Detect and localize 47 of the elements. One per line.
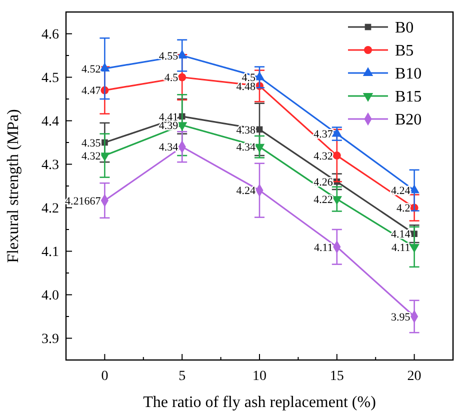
y-axis-title: Flexural strength (MPa) — [5, 109, 22, 263]
data-label: 4.34 — [158, 142, 179, 154]
y-tick-label: 4.1 — [42, 245, 59, 260]
y-tick-label: 4.3 — [42, 158, 59, 174]
point — [100, 152, 110, 162]
data-label: 4.35 — [81, 137, 102, 150]
y-tick-label: 4.6 — [42, 28, 59, 43]
point — [409, 244, 420, 253]
point — [256, 126, 263, 133]
y-tick-label: 4.5 — [42, 71, 59, 86]
data-label: 3.95 — [391, 311, 411, 324]
x-tick-label: 5 — [178, 369, 186, 384]
data-label: 4.24 — [391, 185, 411, 198]
point — [178, 73, 186, 82]
data-label: 4.34 — [236, 142, 256, 154]
data-label: 4.11 — [314, 242, 333, 254]
data-label: 4.24 — [236, 185, 256, 198]
x-tick-label: 0 — [101, 369, 108, 384]
data-label: 4.2 — [396, 202, 410, 215]
y-tick-label: 4.4 — [42, 114, 59, 130]
x-tick-label: 15 — [330, 369, 344, 384]
point — [332, 196, 342, 205]
point — [332, 152, 341, 160]
data-label: 4.32 — [314, 150, 333, 162]
legend-label: B15 — [395, 88, 422, 106]
x-axis-title: The ratio of fly ash replacement (%) — [143, 394, 376, 411]
legend-label: B5 — [395, 42, 414, 60]
point — [332, 128, 342, 137]
data-label: 4.37 — [314, 128, 334, 141]
legend-label: B0 — [395, 20, 414, 37]
y-tick-label: 4.2 — [42, 202, 59, 217]
data-label: 4.47 — [81, 85, 102, 98]
data-label: 4.11 — [391, 242, 410, 254]
data-label: 4.38 — [236, 124, 256, 136]
data-label: 4.52 — [81, 63, 101, 76]
data-label: 4.26 — [314, 176, 334, 188]
legend-label: B20 — [395, 112, 422, 129]
legend-label: B10 — [395, 66, 422, 83]
point — [177, 50, 188, 58]
x-tick-label: 20 — [407, 369, 422, 384]
point — [100, 62, 110, 72]
y-tick-label: 4.0 — [42, 288, 59, 304]
data-label: 4.32 — [81, 150, 101, 162]
data-label: 4.22 — [314, 194, 333, 206]
y-tick-label: 3.9 — [42, 332, 59, 348]
data-label: 4.39 — [158, 120, 179, 132]
x-tick-label: 10 — [252, 369, 266, 384]
